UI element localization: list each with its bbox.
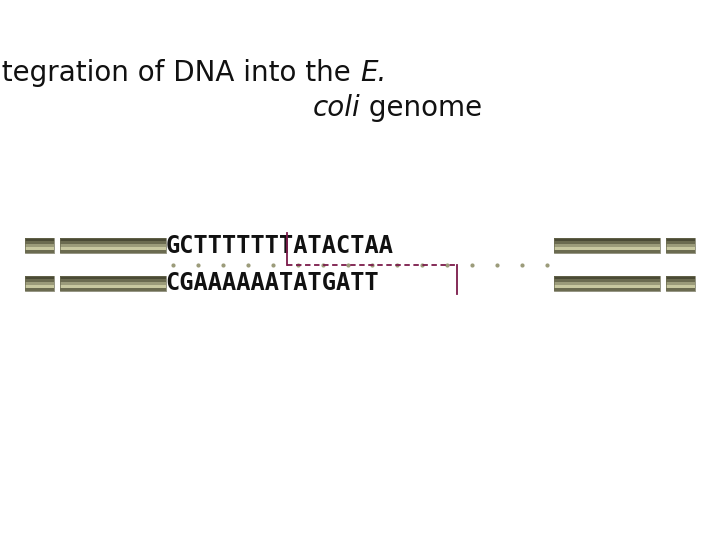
Bar bbox=[60, 238, 166, 241]
Bar bbox=[25, 279, 54, 282]
Bar bbox=[554, 238, 660, 241]
Bar bbox=[60, 279, 166, 282]
Bar bbox=[554, 241, 660, 244]
Bar bbox=[60, 250, 166, 253]
Bar bbox=[25, 241, 54, 244]
Bar bbox=[25, 276, 54, 291]
Text: 17. 2. 1 Integration of DNA into the: 17. 2. 1 Integration of DNA into the bbox=[0, 59, 360, 87]
Text: CGAAAAAATATGATT: CGAAAAAATATGATT bbox=[166, 272, 379, 295]
Bar bbox=[60, 288, 166, 291]
Text: coli: coli bbox=[312, 94, 360, 122]
Bar bbox=[60, 285, 166, 288]
Text: genome: genome bbox=[360, 94, 482, 122]
Bar bbox=[666, 285, 695, 288]
Bar bbox=[666, 244, 695, 247]
Bar bbox=[554, 250, 660, 253]
Bar bbox=[60, 247, 166, 250]
Bar bbox=[60, 276, 166, 279]
Bar bbox=[60, 241, 166, 244]
Bar bbox=[25, 250, 54, 253]
Bar bbox=[60, 238, 166, 253]
Bar bbox=[554, 282, 660, 285]
Bar bbox=[666, 250, 695, 253]
Bar bbox=[666, 247, 695, 250]
Bar bbox=[25, 238, 54, 253]
Bar bbox=[666, 276, 695, 279]
Bar bbox=[666, 279, 695, 282]
Bar bbox=[25, 244, 54, 247]
Bar bbox=[554, 244, 660, 247]
Text: E.: E. bbox=[360, 59, 387, 87]
Bar bbox=[60, 282, 166, 285]
Bar bbox=[666, 238, 695, 241]
Bar bbox=[554, 285, 660, 288]
Bar bbox=[554, 276, 660, 291]
Bar bbox=[554, 238, 660, 253]
Bar bbox=[25, 276, 54, 279]
Bar bbox=[554, 247, 660, 250]
Bar bbox=[666, 276, 695, 291]
Bar bbox=[666, 238, 695, 253]
Bar bbox=[25, 282, 54, 285]
Bar bbox=[666, 282, 695, 285]
Bar bbox=[666, 288, 695, 291]
Bar bbox=[25, 285, 54, 288]
Bar bbox=[25, 288, 54, 291]
Bar bbox=[554, 279, 660, 282]
Bar bbox=[25, 247, 54, 250]
Text: GCTTTTTTTATACTAA: GCTTTTTTTATACTAA bbox=[166, 234, 394, 258]
Bar bbox=[60, 276, 166, 291]
Bar bbox=[25, 238, 54, 241]
Bar bbox=[60, 244, 166, 247]
Bar bbox=[554, 276, 660, 279]
Bar bbox=[666, 241, 695, 244]
Bar bbox=[554, 288, 660, 291]
